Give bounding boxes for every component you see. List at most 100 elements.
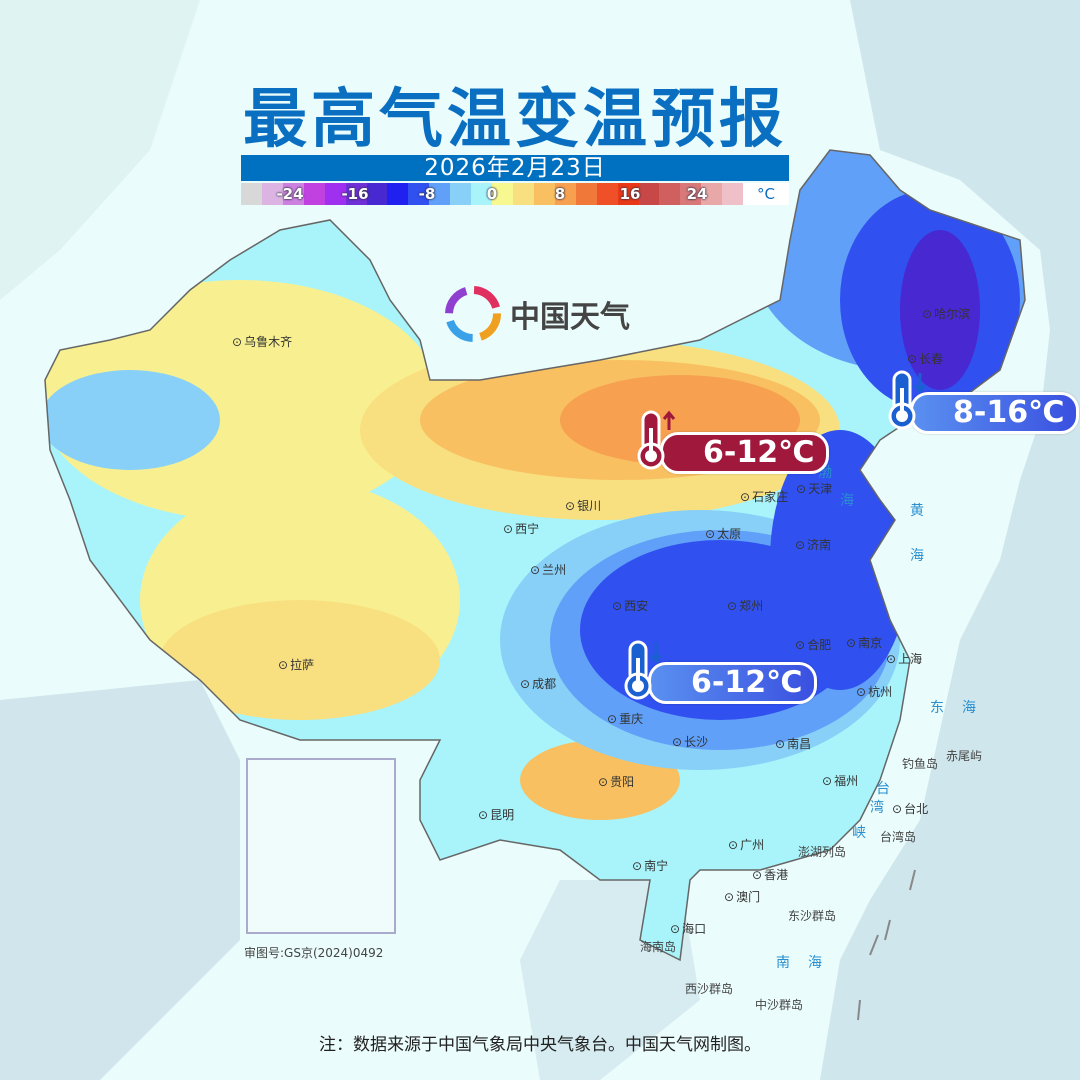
city-label: 哈尔滨 [922, 305, 970, 322]
city-label: 广州 [728, 836, 764, 853]
legend-swatch [429, 183, 451, 205]
legend-swatch [303, 183, 325, 205]
legend-swatches [241, 183, 744, 205]
logo-text: 中国天气 [510, 300, 630, 335]
logo-icon [445, 286, 501, 342]
badge-central-cooling: 6-12℃ [648, 662, 818, 704]
legend-swatch [512, 183, 534, 205]
map-title: 最高气温变温预报 [243, 83, 787, 157]
legend-swatch [680, 183, 702, 205]
sea-label: 东 [930, 700, 944, 716]
legend-swatch [638, 183, 660, 205]
legend-label: 8 [554, 185, 566, 203]
sea-label: 海 [910, 548, 924, 564]
legend-unit: °C [743, 183, 789, 205]
city-label: 香港 [752, 866, 788, 883]
china-weather-logo: 中国天气 [444, 285, 630, 343]
legend-swatch [345, 183, 367, 205]
city-label: 西宁 [503, 520, 539, 537]
sea-label: 海 [840, 493, 854, 509]
badge-text: 6-12℃ [691, 665, 803, 700]
city-label: 西安 [612, 597, 648, 614]
city-label: 南京 [846, 634, 882, 651]
legend-swatch [617, 183, 639, 205]
legend-swatch [450, 183, 472, 205]
sea-label: 南 [776, 955, 790, 971]
city-label: 成都 [520, 675, 556, 692]
badge-text: 8-16℃ [953, 395, 1065, 430]
city-label: 拉萨 [278, 656, 314, 673]
legend-swatch [701, 183, 723, 205]
city-label: 上海 [886, 650, 922, 667]
island-label: 台湾岛 [880, 830, 917, 844]
city-label: 澳门 [724, 888, 760, 905]
legend-label: 16 [619, 185, 641, 203]
city-label: 兰州 [530, 561, 566, 578]
city-label: 天津 [796, 480, 832, 497]
city-label: 南宁 [632, 857, 668, 874]
color-legend: °C -24 -16 -8 0 8 16 24 [241, 183, 789, 205]
legend-swatch [471, 183, 493, 205]
legend-swatch [324, 183, 346, 205]
city-label: 太原 [705, 525, 741, 542]
city-label: 银川 [565, 497, 601, 514]
south-china-sea-inset [246, 758, 396, 934]
city-label: 南昌 [775, 735, 811, 752]
forecast-date: 2026年2月23日 [241, 155, 789, 181]
legend-swatch [554, 183, 576, 205]
thermometer-down-icon [888, 370, 927, 430]
sea-label: 黄 [910, 503, 924, 519]
legend-swatch [492, 183, 513, 205]
city-label: 郑州 [727, 597, 763, 614]
city-label: 合肥 [795, 636, 831, 653]
island-label: 东沙群岛 [788, 909, 837, 923]
nine-dash-line [857, 869, 916, 1021]
island-label: 海南岛 [640, 940, 677, 954]
legend-label: -8 [418, 185, 436, 203]
legend-swatch [722, 183, 744, 205]
city-label: 石家庄 [740, 488, 788, 505]
sea-label: 海 [808, 955, 822, 971]
legend-label: -16 [341, 185, 369, 203]
badge-northeast-cooling: 8-16℃ [910, 392, 1080, 434]
legend-swatch [659, 183, 681, 205]
island-label: 赤尾屿 [946, 749, 983, 763]
legend-swatch [282, 183, 304, 205]
sea-label: 海 [962, 700, 976, 716]
legend-swatch [533, 183, 555, 205]
city-label: 乌鲁木齐 [232, 333, 292, 350]
legend-swatch [408, 183, 430, 205]
city-label: 长春 [907, 350, 943, 367]
legend-swatch [575, 183, 597, 205]
legend-swatch [241, 183, 262, 205]
map-approval-number: 审图号:GS京(2024)0492 [244, 946, 384, 960]
city-label: 杭州 [856, 683, 892, 700]
island-label: 西沙群岛 [685, 982, 734, 996]
island-label: 澎湖列岛 [798, 845, 847, 859]
sea-label: 峡 [852, 825, 866, 841]
legend-swatch [261, 183, 283, 205]
legend-label: -24 [276, 185, 304, 203]
thermometer-down-icon [624, 640, 663, 700]
thermometer-up-icon [637, 410, 676, 470]
city-label: 长沙 [672, 733, 708, 750]
city-label: 台北 [892, 800, 928, 817]
city-label: 贵阳 [598, 773, 634, 790]
city-label: 重庆 [607, 710, 643, 727]
legend-swatch [366, 183, 388, 205]
legend-label: 0 [486, 185, 498, 203]
city-label: 济南 [795, 536, 831, 553]
city-label: 昆明 [478, 806, 514, 823]
badge-north-warming: 6-12℃ [660, 432, 830, 474]
badge-text: 6-12℃ [703, 435, 815, 470]
legend-swatch [387, 183, 409, 205]
data-source-note: 注：数据来源于中国气象局中央气象台。中国天气网制图。 [319, 1035, 761, 1055]
sea-label: 湾 [870, 800, 884, 816]
island-label: 中沙群岛 [755, 998, 804, 1012]
island-label: 钓鱼岛 [902, 757, 939, 771]
city-label: 福州 [822, 772, 858, 789]
sea-label: 台 [876, 781, 890, 797]
legend-label: 24 [686, 185, 708, 203]
legend-swatch [596, 183, 618, 205]
city-label: 海口 [670, 920, 706, 937]
